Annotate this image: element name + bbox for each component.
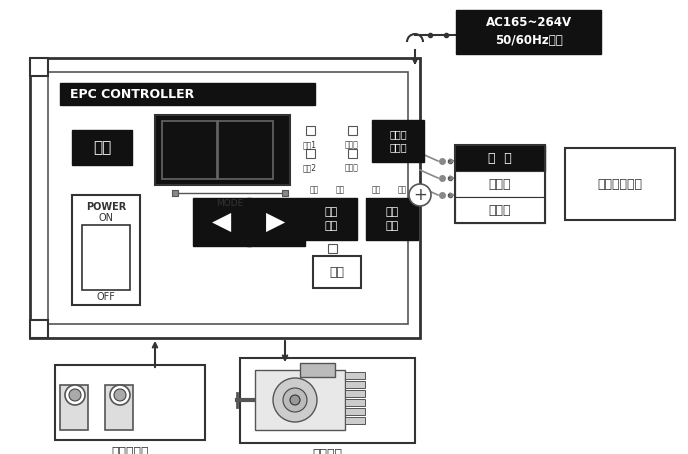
Circle shape: [290, 395, 300, 405]
Text: ◀: ◀: [213, 210, 232, 234]
Bar: [345, 390, 365, 397]
Circle shape: [65, 385, 85, 405]
Text: ▶: ▶: [266, 210, 286, 234]
Bar: [328, 244, 337, 253]
Text: ON: ON: [98, 213, 114, 223]
Bar: [218, 121, 273, 179]
Bar: [306, 149, 315, 158]
Text: 同步电机: 同步电机: [312, 449, 343, 454]
Bar: [313, 256, 361, 288]
Bar: [455, 145, 545, 171]
Text: 双有眼: 双有眼: [345, 163, 359, 172]
Text: 回  中: 回 中: [488, 152, 512, 164]
Bar: [455, 171, 545, 197]
Bar: [456, 10, 601, 54]
Bar: [345, 381, 365, 388]
Bar: [72, 130, 132, 165]
Bar: [282, 190, 288, 196]
Bar: [345, 417, 365, 424]
Bar: [306, 126, 315, 135]
Text: OFF: OFF: [96, 292, 116, 302]
Text: 中心: 中心: [330, 266, 345, 278]
Text: AC165~264V
50/60Hz电源: AC165~264V 50/60Hz电源: [486, 16, 572, 48]
Bar: [155, 115, 290, 185]
Bar: [193, 198, 251, 246]
FancyBboxPatch shape: [60, 385, 88, 430]
Bar: [60, 83, 315, 105]
Bar: [345, 408, 365, 415]
Text: 限位1: 限位1: [303, 140, 317, 149]
Circle shape: [110, 385, 130, 405]
Bar: [305, 198, 357, 240]
Bar: [30, 58, 420, 338]
Bar: [82, 225, 130, 290]
Bar: [30, 58, 48, 76]
Bar: [565, 148, 675, 220]
Text: 自动: 自动: [398, 185, 407, 194]
Text: POWER: POWER: [86, 202, 126, 212]
Text: 行程开关输入: 行程开关输入: [597, 178, 643, 191]
Bar: [455, 145, 545, 223]
Bar: [48, 72, 408, 324]
Text: 单电眼
双电眼: 单电眼 双电眼: [389, 129, 407, 153]
Circle shape: [273, 378, 317, 422]
Bar: [55, 365, 205, 440]
Text: 设置: 设置: [93, 140, 111, 155]
Bar: [247, 198, 305, 246]
Bar: [255, 370, 345, 430]
Text: 手动
自动: 手动 自动: [385, 207, 398, 231]
Bar: [345, 399, 365, 406]
Bar: [72, 195, 140, 305]
Bar: [348, 126, 357, 135]
Text: EPC CONTROLLER: EPC CONTROLLER: [70, 88, 194, 100]
FancyBboxPatch shape: [105, 385, 133, 430]
Circle shape: [409, 184, 431, 206]
Bar: [240, 358, 415, 443]
Text: 正向: 正向: [310, 185, 319, 194]
Text: 正向
反向: 正向 反向: [324, 207, 338, 231]
Bar: [372, 120, 424, 162]
Text: 右限位: 右限位: [488, 203, 511, 217]
Bar: [348, 149, 357, 158]
Text: 左限位: 左限位: [488, 178, 511, 191]
Text: 手动: 手动: [372, 185, 380, 194]
Bar: [30, 320, 48, 338]
Bar: [345, 372, 365, 379]
Bar: [455, 197, 545, 223]
Circle shape: [69, 389, 81, 401]
Circle shape: [114, 389, 126, 401]
Circle shape: [283, 388, 307, 412]
Bar: [366, 198, 418, 240]
Text: +: +: [413, 186, 427, 204]
Bar: [172, 190, 178, 196]
Bar: [162, 121, 217, 179]
Text: MODE: MODE: [216, 198, 244, 207]
Bar: [300, 363, 335, 377]
Text: 反向: 反向: [335, 185, 345, 194]
Text: 限位2: 限位2: [303, 163, 317, 172]
Text: 半有眼: 半有眼: [345, 140, 359, 149]
Text: 光电传感器: 光电传感器: [111, 445, 149, 454]
